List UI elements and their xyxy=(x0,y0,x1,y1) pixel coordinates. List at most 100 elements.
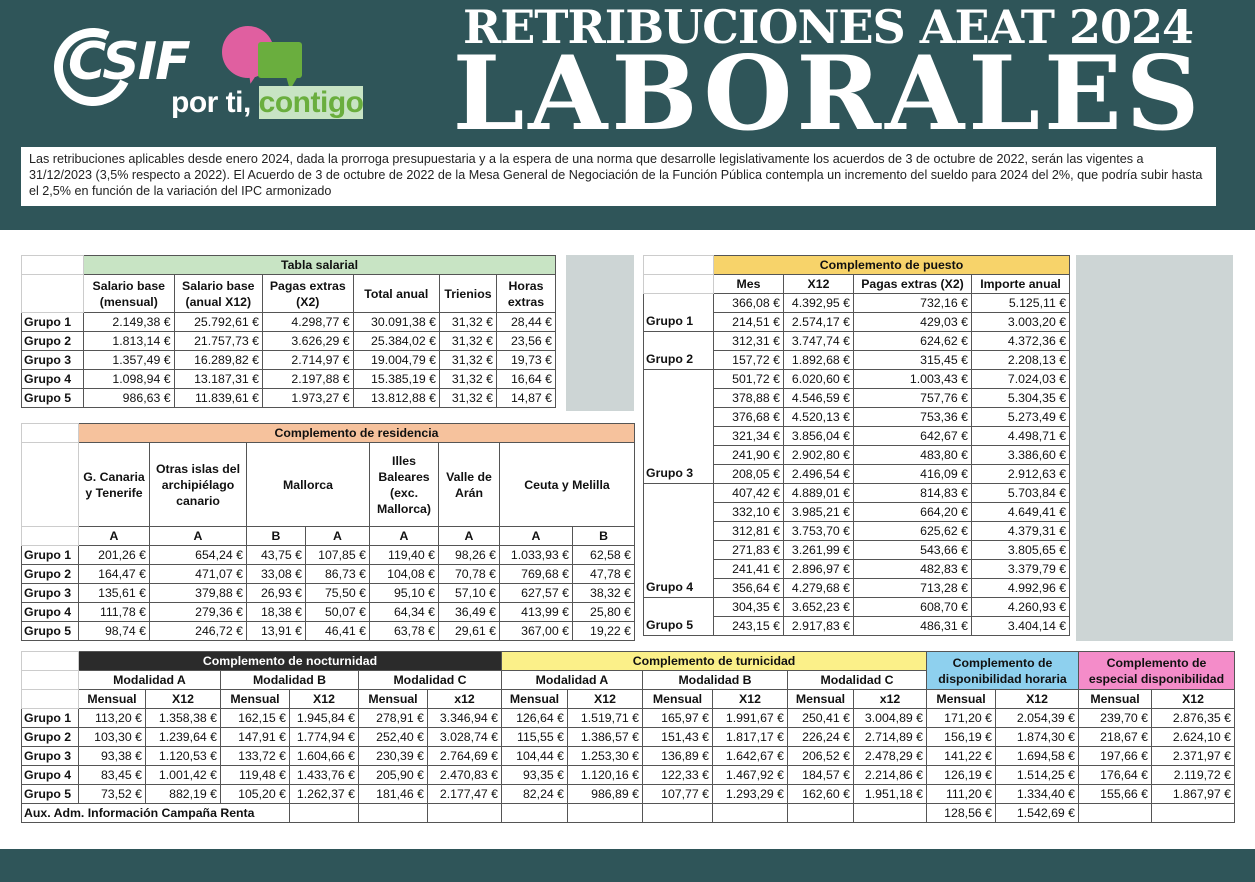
turnicidad-title: Complemento de turnicidad xyxy=(500,651,928,671)
table-row: Grupo 4 407,42 €4.889,01 €814,83 €5.703,8… xyxy=(643,483,1071,598)
table-cell: 1.874,30 € xyxy=(995,727,1080,747)
table-cell: 642,67 € xyxy=(853,426,972,446)
table-cell: 654,24 € xyxy=(149,545,247,565)
slogan-part-b: contigo xyxy=(258,86,364,119)
table-cell: 315,45 € xyxy=(853,350,972,370)
table-cell: 3.379,79 € xyxy=(970,559,1071,579)
modalidad-header: Modalidad A xyxy=(501,670,643,690)
group-label: Grupo 2 xyxy=(20,331,85,351)
table-cell: 151,43 € xyxy=(642,727,713,747)
table-cell: 757,76 € xyxy=(853,388,972,408)
bottom-subheader: Mensual xyxy=(78,689,146,709)
table-cell: 332,10 € xyxy=(713,502,784,522)
puesto-header: Mes xyxy=(713,274,784,294)
bottom-subheader: Mensual xyxy=(1078,689,1153,709)
table-cell: 1.519,71 € xyxy=(567,708,643,728)
table-row: Grupo 3 1.357,49 €16.289,82 €2.714,97 €19… xyxy=(20,350,557,370)
residencia-subheader: A xyxy=(438,526,500,546)
table-cell: 271,83 € xyxy=(713,540,784,560)
table-cell: 36,49 € xyxy=(438,602,500,622)
empty-cell xyxy=(1078,803,1153,823)
table-cell: 482,83 € xyxy=(853,559,972,579)
bottom-subheader: Mensual xyxy=(787,689,854,709)
table-cell: 1.098,94 € xyxy=(83,369,175,389)
table-cell: 241,41 € xyxy=(713,559,784,579)
table-cell: 2.624,10 € xyxy=(1151,727,1236,747)
table-cell: 115,55 € xyxy=(501,727,568,747)
table-cell: 214,51 € xyxy=(713,312,784,332)
table-cell: 7.024,03 € xyxy=(970,369,1071,389)
csif-logo: CSIF por ti, contigo xyxy=(43,17,388,126)
table-cell: 25.384,02 € xyxy=(352,331,441,351)
residencia-subheader: A xyxy=(78,526,150,546)
table-row: 378,88 €4.546,59 €757,76 €5.304,35 € xyxy=(644,388,1071,408)
table-cell: 2.478,29 € xyxy=(852,746,928,766)
blank-cell xyxy=(21,689,79,709)
table-cell: 3.004,89 € xyxy=(852,708,928,728)
salarial-header: Pagas extras (X2) xyxy=(262,274,354,313)
table-cell: 1.973,27 € xyxy=(262,388,354,408)
table-cell: 1.604,66 € xyxy=(289,746,359,766)
table-cell: 4.392,95 € xyxy=(783,293,854,313)
table-row: Grupo 1 366,08 €4.392,95 €732,16 €5.125,1… xyxy=(643,293,1071,332)
table-cell: 165,97 € xyxy=(642,708,713,728)
table-cell: 1.467,92 € xyxy=(712,765,788,785)
table-cell: 3.346,94 € xyxy=(427,708,502,728)
table-cell: 2.764,69 € xyxy=(427,746,502,766)
grey-panel xyxy=(1076,255,1233,641)
table-cell: 1.253,30 € xyxy=(567,746,643,766)
group-label: Grupo 2 xyxy=(643,331,714,370)
table-cell: 164,47 € xyxy=(78,564,150,584)
table-row: Grupo 2 103,30 €1.239,64 €147,91 €1.774,9… xyxy=(21,727,1236,747)
table-cell: 119,48 € xyxy=(220,765,290,785)
table-cell: 226,24 € xyxy=(787,727,854,747)
table-cell: 162,15 € xyxy=(220,708,290,728)
table-row: 243,15 €2.917,83 €486,31 €3.404,14 € xyxy=(644,616,1071,636)
table-cell: 376,68 € xyxy=(713,407,784,427)
table-cell: 5.125,11 € xyxy=(970,293,1071,313)
table-cell: 3.261,99 € xyxy=(783,540,854,560)
table-cell: 156,19 € xyxy=(926,727,997,747)
table-row: 157,72 €1.892,68 €315,45 €2.208,13 € xyxy=(644,350,1071,370)
table-cell: 4.889,01 € xyxy=(783,483,854,503)
slogan: por ti, contigo xyxy=(171,86,364,120)
table-cell: 367,00 € xyxy=(499,621,573,641)
table-cell: 279,36 € xyxy=(149,602,247,622)
group-label: Grupo 3 xyxy=(21,746,79,766)
table-row: Grupo 2 164,47 €471,07 €33,08 €86,73 €104… xyxy=(21,564,636,584)
table-cell: 73,52 € xyxy=(78,784,146,804)
residencia-subheader: B xyxy=(571,526,636,546)
table-cell: 1.033,93 € xyxy=(499,545,573,565)
bottom-subheader: X12 xyxy=(145,689,221,709)
table-cell: 181,46 € xyxy=(358,784,428,804)
table-cell: 107,77 € xyxy=(642,784,713,804)
salarial-header: Total anual xyxy=(352,274,441,313)
table-cell: 1.239,64 € xyxy=(145,727,221,747)
page-title-line1: RETRIBUCIONES AEAT 2024 xyxy=(462,0,1194,54)
empty-cell xyxy=(567,803,643,823)
table-cell: 2.896,97 € xyxy=(783,559,854,579)
table-cell: 29,61 € xyxy=(438,621,500,641)
table-cell: 46,41 € xyxy=(305,621,370,641)
header-banner: CSIF por ti, contigo RETRIBUCIONES AEAT … xyxy=(0,0,1255,230)
empty-cell xyxy=(1151,803,1236,823)
table-cell: 2.119,72 € xyxy=(1151,765,1236,785)
table-cell: 31,32 € xyxy=(439,369,497,389)
table-cell: 2.714,89 € xyxy=(852,727,928,747)
table-cell: 1.694,58 € xyxy=(995,746,1080,766)
tabla-puesto: Complemento de puesto Mes X12 Pagas extras… xyxy=(643,255,1071,636)
table-cell: 2.496,54 € xyxy=(783,464,854,484)
puesto-header: X12 xyxy=(783,274,854,294)
blank-cell xyxy=(643,255,714,275)
table-cell: 1.951,18 € xyxy=(852,784,928,804)
table-cell: 1.642,67 € xyxy=(712,746,788,766)
table-cell: 3.805,65 € xyxy=(970,540,1071,560)
table-row: Grupo 5 986,63 €11.839,61 €1.973,27 €13.8… xyxy=(20,388,557,408)
csif-logo-text: CSIF xyxy=(68,32,191,92)
table-row: 321,34 €3.856,04 €642,67 €4.498,71 € xyxy=(644,426,1071,446)
table-cell: 1.774,94 € xyxy=(289,727,359,747)
empty-cell xyxy=(501,803,568,823)
table-cell: 3.856,04 € xyxy=(783,426,854,446)
table-cell: 105,20 € xyxy=(220,784,290,804)
table-cell: 1.892,68 € xyxy=(783,350,854,370)
